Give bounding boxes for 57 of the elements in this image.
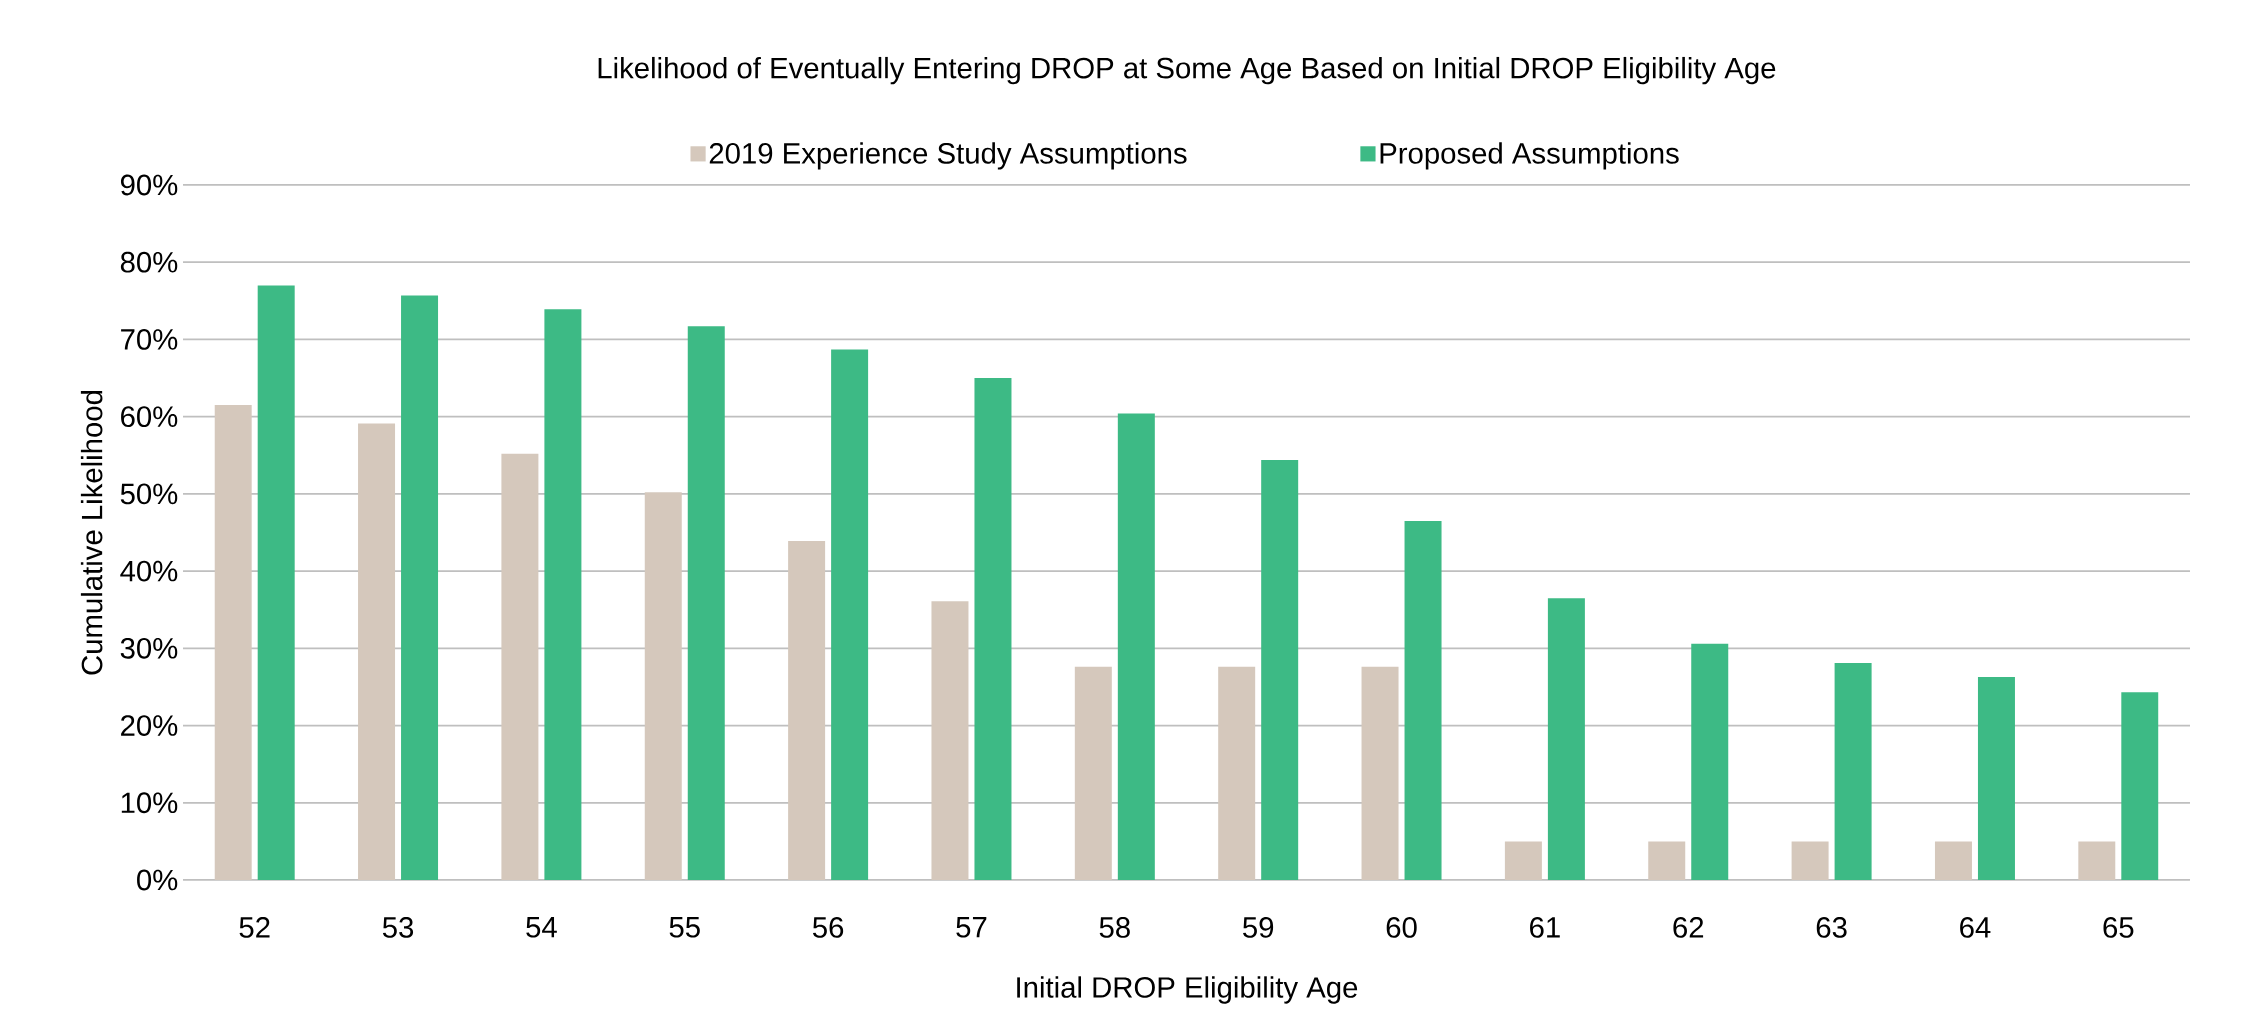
x-tick-label: 53 <box>382 917 414 938</box>
bar <box>1977 676 2015 880</box>
bar <box>544 309 582 880</box>
x-tick-label: 64 <box>1960 917 1991 938</box>
bar <box>1074 666 1112 880</box>
y-tick-label: 60% <box>121 406 178 428</box>
bar <box>257 285 295 880</box>
bar <box>358 423 396 880</box>
y-tick-label: 90% <box>120 174 178 196</box>
x-tick-label: 52 <box>239 917 270 938</box>
y-tick-label: 40% <box>120 560 178 582</box>
y-tick-label: 80% <box>120 251 178 273</box>
bar <box>687 326 725 880</box>
bar <box>931 601 969 880</box>
bar <box>1547 598 1585 880</box>
x-tick-label: 62 <box>1673 917 1704 938</box>
bar <box>1834 663 1872 880</box>
bar <box>1218 666 1256 880</box>
bar <box>2121 692 2159 880</box>
legend-label: 2019 Experience Study Assumptions <box>709 142 1187 170</box>
y-tick-label: 70% <box>121 329 178 350</box>
bar <box>401 295 439 880</box>
y-tick-label: 20% <box>121 715 178 736</box>
x-tick-label: 57 <box>956 917 987 938</box>
x-tick-label: 56 <box>812 917 844 938</box>
bar <box>1361 666 1399 880</box>
x-tick-label: 58 <box>1099 917 1130 938</box>
bar <box>214 405 252 880</box>
bar <box>1791 841 1829 880</box>
x-tick-label: 54 <box>526 917 557 938</box>
bar <box>974 378 1012 880</box>
y-tick-label: 50% <box>120 483 178 505</box>
bar <box>831 349 869 880</box>
x-axis-title: Initial DROP Eligibility Age <box>1017 976 1358 1004</box>
bar <box>1648 841 1686 880</box>
bar <box>788 540 826 880</box>
bar <box>644 492 682 880</box>
bar <box>501 453 539 880</box>
x-tick-label: 60 <box>1386 917 1417 938</box>
bar <box>2078 841 2116 880</box>
x-tick-label: 65 <box>2103 917 2134 938</box>
y-tick-label: 10% <box>121 792 178 814</box>
bar <box>1261 459 1299 880</box>
bar <box>1934 841 1972 880</box>
x-tick-label: 55 <box>669 917 700 938</box>
x-tick-label: 61 <box>1530 917 1560 938</box>
y-tick-label: 30% <box>120 637 178 659</box>
y-tick-label: 0% <box>137 869 178 891</box>
legend-label: Proposed Assumptions <box>1380 142 1679 170</box>
bar <box>1691 643 1729 880</box>
x-tick-label: 59 <box>1243 917 1274 938</box>
bar <box>1404 520 1442 880</box>
bar <box>1504 841 1542 880</box>
chart-title: Likelihood of Eventually Entering DROP at Some Age Based on Initial DROP Eligibility Age <box>598 56 1776 85</box>
y-axis-title: Cumulative Likelihood <box>80 390 103 675</box>
x-tick-label: 63 <box>1816 917 1847 938</box>
bar <box>1117 413 1155 880</box>
